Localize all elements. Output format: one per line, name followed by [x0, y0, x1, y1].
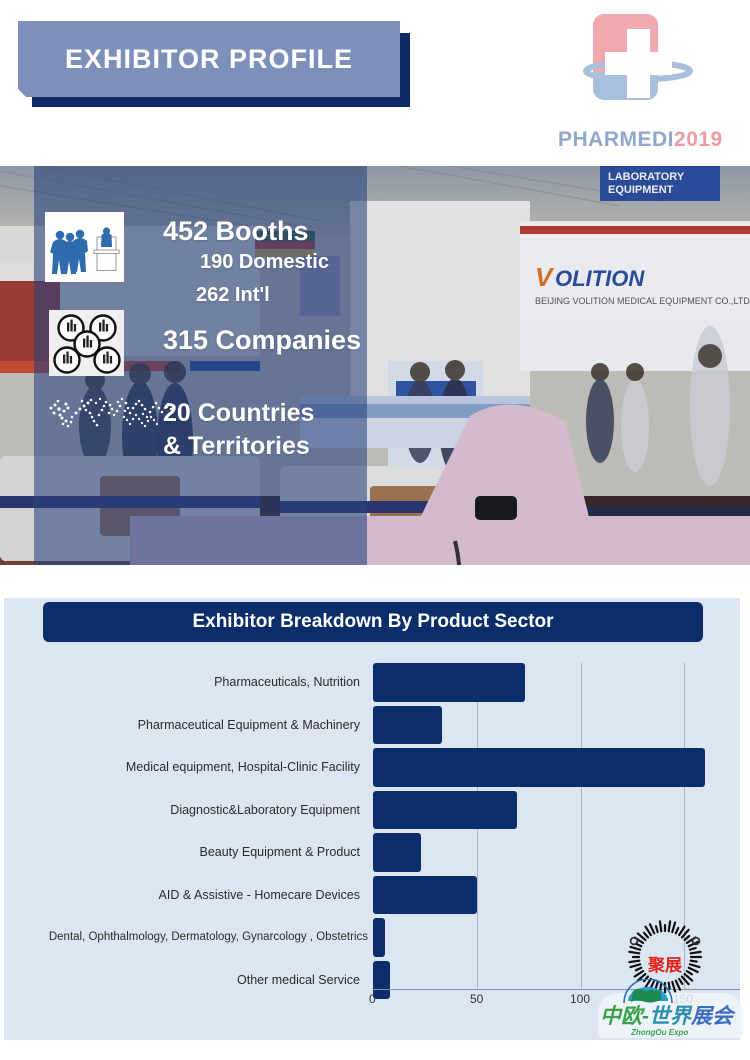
svg-text:EQUIPMENT: EQUIPMENT: [608, 184, 674, 196]
svg-text:BEIJING VOLITION MEDICAL EQUIP: BEIJING VOLITION MEDICAL EQUIPMENT CO.,L…: [535, 296, 750, 306]
svg-text:LABORATORY: LABORATORY: [608, 171, 685, 183]
svg-text:OLITION: OLITION: [555, 266, 645, 291]
svg-text:V: V: [535, 262, 555, 292]
svg-text:聚展: 聚展: [647, 956, 682, 975]
